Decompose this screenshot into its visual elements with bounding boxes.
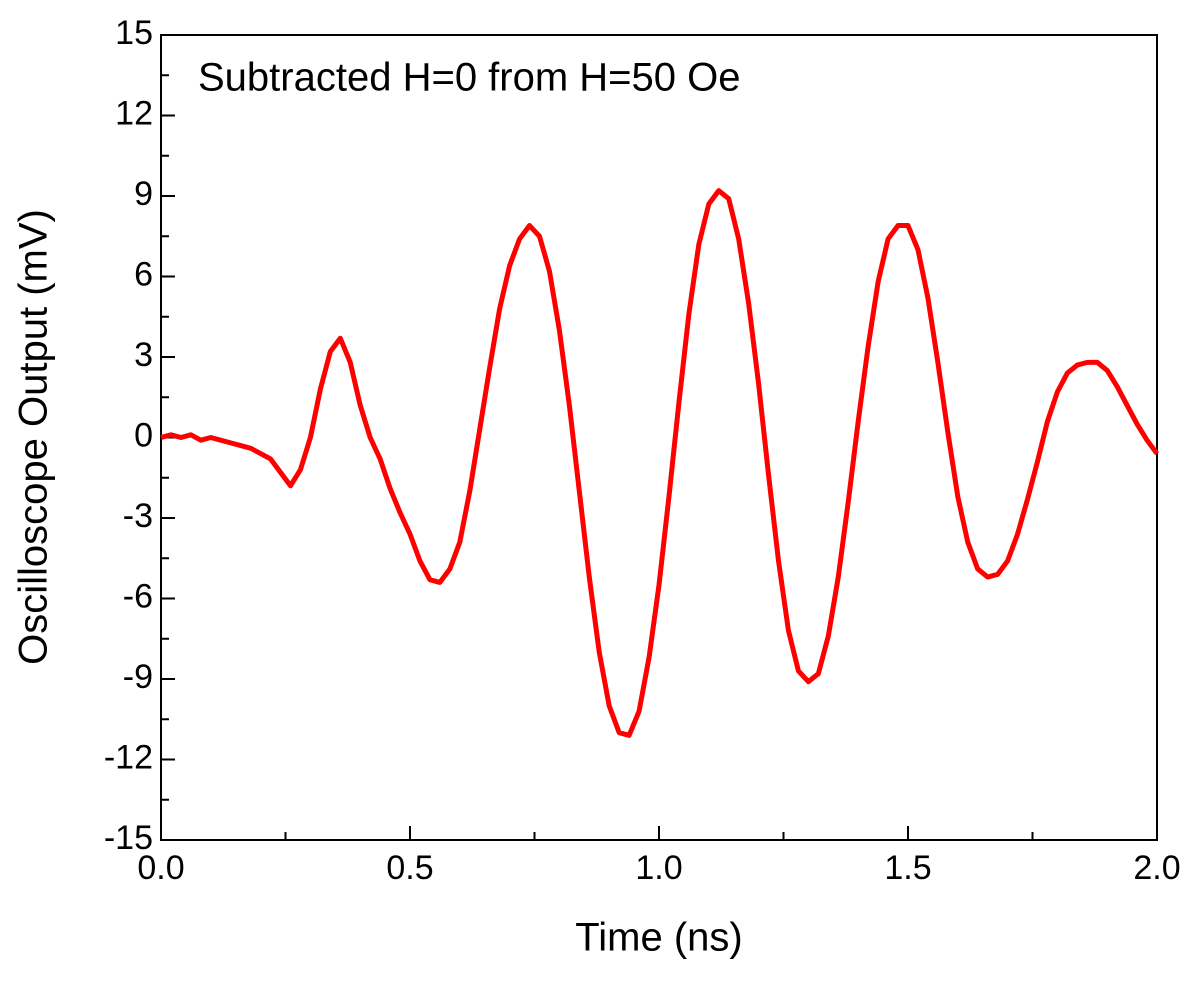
y-tick-label: 15 [115, 14, 153, 52]
y-tick-label: -12 [104, 738, 153, 776]
y-tick-label: 6 [134, 255, 153, 293]
y-axis-label: Oscilloscope Output (mV) [12, 209, 56, 665]
y-tick-label: 0 [134, 416, 153, 454]
y-tick-label: 12 [115, 94, 153, 132]
x-tick-label: 0.5 [386, 849, 433, 887]
y-tick-label: 9 [134, 175, 153, 213]
x-tick-label: 1.5 [884, 849, 931, 887]
x-tick-label: 2.0 [1133, 849, 1180, 887]
y-tick-label: 3 [134, 336, 153, 374]
x-tick-label: 0.0 [137, 849, 184, 887]
annotation: Subtracted H=0 from H=50 Oe [198, 56, 741, 100]
y-tick-label: -15 [104, 819, 153, 857]
y-tick-label: -9 [123, 658, 153, 696]
x-axis-label: Time (ns) [575, 916, 742, 960]
y-tick-label: -6 [123, 577, 153, 615]
data-line [160, 188, 1160, 738]
x-tick-label: 1.0 [635, 849, 682, 887]
y-tick-label: -3 [123, 497, 153, 535]
